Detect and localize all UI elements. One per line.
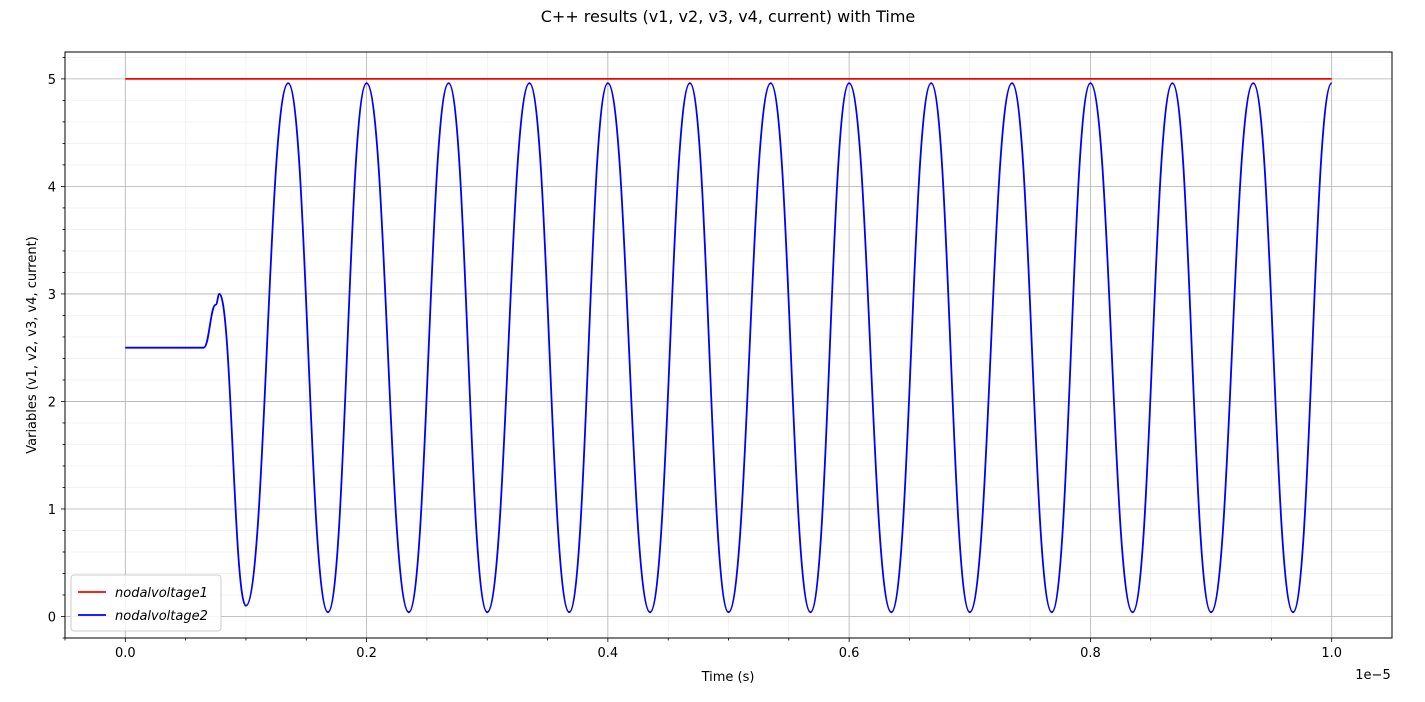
y-axis-label: Variables (v1, v2, v3, v4, current) <box>25 236 40 454</box>
y-axis-ticks: 0 1 2 3 4 5 <box>48 56 65 639</box>
minor-grid <box>64 52 1392 639</box>
y-tick-label: 2 <box>48 395 56 410</box>
chart-title: C++ results (v1, v2, v3, v4, current) wi… <box>541 7 916 26</box>
legend-box <box>70 574 222 632</box>
x-tick-label: 0.4 <box>598 646 619 661</box>
series-layer <box>125 77 1333 614</box>
x-axis-offset-text: 1e−5 <box>1355 668 1390 683</box>
y-tick-label: 3 <box>48 288 56 303</box>
legend-label: nodalvoltage2 <box>115 609 208 624</box>
series-line-nodalvoltage2 <box>125 82 1333 614</box>
x-tick-label: 0.8 <box>1080 646 1101 661</box>
y-tick-label: 1 <box>48 503 56 518</box>
x-tick-label: 0.0 <box>115 646 136 661</box>
legend-label: nodalvoltage1 <box>115 586 208 601</box>
x-tick-label: 1.0 <box>1321 646 1342 661</box>
legend: nodalvoltage1 nodalvoltage2 <box>70 574 222 632</box>
x-axis-ticks: 0.0 0.2 0.4 0.6 0.8 1.0 <box>64 638 1342 661</box>
x-axis-label: Time (s) <box>701 670 755 685</box>
y-tick-label: 0 <box>48 610 56 625</box>
x-tick-label: 0.6 <box>839 646 860 661</box>
y-tick-label: 5 <box>48 73 56 88</box>
y-tick-label: 4 <box>48 180 56 195</box>
x-tick-label: 0.2 <box>356 646 377 661</box>
